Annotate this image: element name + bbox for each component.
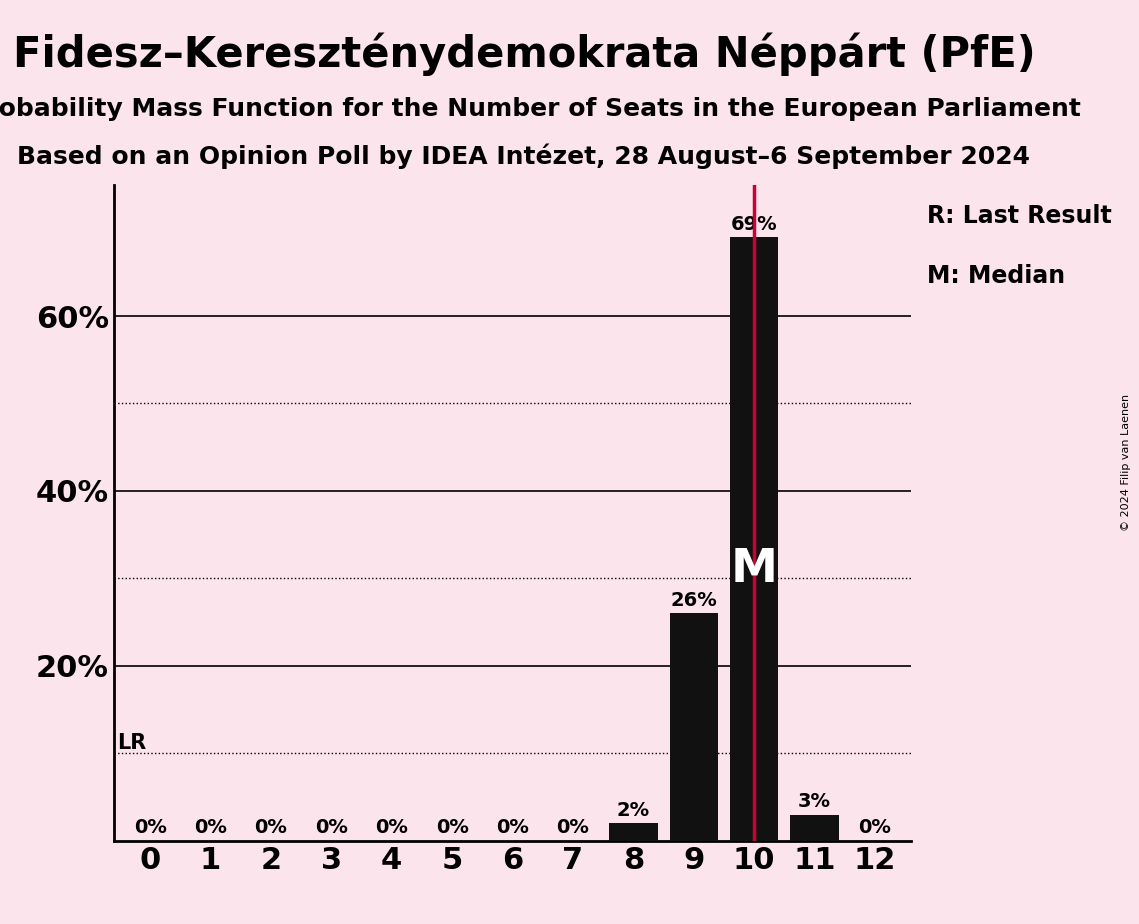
Text: Probability Mass Function for the Number of Seats in the European Parliament: Probability Mass Function for the Number…: [0, 97, 1081, 121]
Text: 0%: 0%: [314, 819, 347, 837]
Text: M: Median: M: Median: [927, 263, 1065, 287]
Text: 69%: 69%: [731, 214, 778, 234]
Text: Based on an Opinion Poll by IDEA Intézet, 28 August–6 September 2024: Based on an Opinion Poll by IDEA Intézet…: [17, 143, 1031, 169]
Bar: [790, 815, 838, 841]
Text: 0%: 0%: [859, 819, 892, 837]
Text: 0%: 0%: [376, 819, 408, 837]
Text: 0%: 0%: [254, 819, 287, 837]
Text: 0%: 0%: [557, 819, 589, 837]
Text: 0%: 0%: [133, 819, 166, 837]
Bar: [670, 614, 718, 841]
Text: M: M: [730, 547, 778, 591]
Text: LR: LR: [117, 734, 146, 753]
Text: © 2024 Filip van Laenen: © 2024 Filip van Laenen: [1121, 394, 1131, 530]
Text: 2%: 2%: [617, 801, 650, 820]
Text: 3%: 3%: [798, 792, 831, 811]
Text: 0%: 0%: [194, 819, 227, 837]
Text: 0%: 0%: [497, 819, 528, 837]
Text: R: Last Result: R: Last Result: [927, 204, 1112, 228]
Bar: [609, 823, 657, 841]
Bar: [730, 237, 778, 841]
Text: 26%: 26%: [671, 591, 718, 610]
Text: Fidesz–Kereszténydemokrata Néppárt (PfE): Fidesz–Kereszténydemokrata Néppárt (PfE): [13, 32, 1035, 76]
Text: 0%: 0%: [436, 819, 468, 837]
